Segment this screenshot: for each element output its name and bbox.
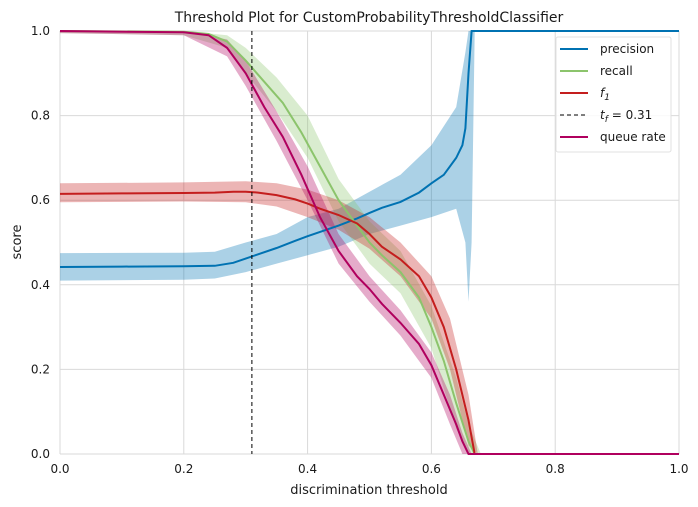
series-lines: [59, 30, 679, 455]
legend-threshold-label: tf = 0.31: [600, 108, 652, 125]
y-tick-label: 1.0: [31, 24, 50, 38]
legend-precision-label: precision: [600, 42, 654, 56]
legend-recall-label: recall: [600, 64, 633, 78]
queue-rate-line: [59, 30, 679, 455]
chart-title: Threshold Plot for CustomProbabilityThre…: [174, 10, 564, 26]
x-tick-label: 0.8: [546, 462, 565, 476]
y-tick-label: 0.6: [31, 193, 50, 207]
legend-box: [555, 36, 672, 153]
legend-f1-label: f1: [600, 86, 610, 103]
x-tick-label: 1.0: [669, 462, 688, 476]
y-tick-label: 0.2: [31, 362, 50, 376]
chart-legend: precision recall f1 tf = 0.31 queue rate: [555, 36, 672, 153]
precision-band: [60, 31, 679, 302]
recall-line: [59, 30, 679, 455]
f1-band: [60, 181, 679, 454]
f1-line: [59, 190, 679, 455]
y-tick-label: 0.8: [31, 109, 50, 123]
y-tick-labels: 0.0 0.2 0.4 0.6 0.8 1.0: [31, 24, 50, 461]
x-tick-label: 0.0: [50, 462, 69, 476]
x-axis-label: discrimination threshold: [290, 483, 447, 498]
y-axis-label: score: [10, 225, 25, 260]
x-tick-label: 0.4: [298, 462, 317, 476]
x-tick-label: 0.2: [174, 462, 193, 476]
y-tick-label: 0.0: [31, 447, 50, 461]
x-tick-label: 0.6: [422, 462, 441, 476]
y-tick-label: 0.4: [31, 278, 50, 292]
x-tick-labels: 0.0 0.2 0.4 0.6 0.8 1.0: [50, 462, 688, 476]
legend-queue-rate-label: queue rate: [600, 130, 666, 144]
precision-line: [59, 30, 679, 268]
